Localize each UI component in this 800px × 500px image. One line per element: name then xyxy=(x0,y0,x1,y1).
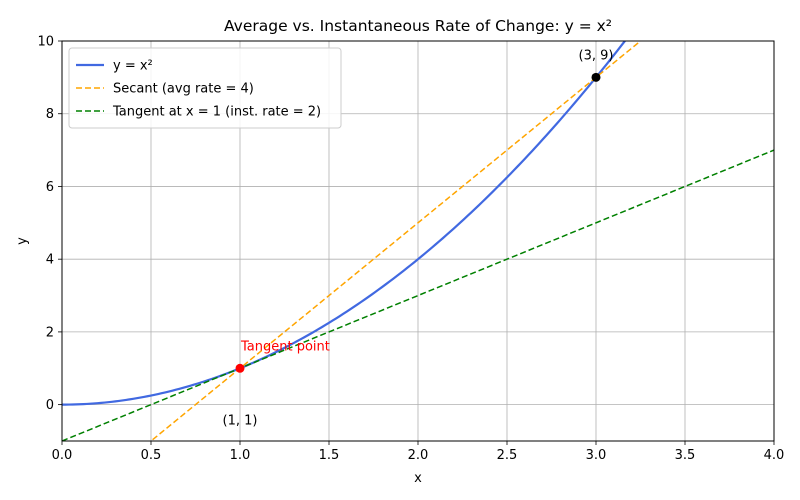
x-axis-label: x xyxy=(414,471,422,486)
point-label: (3, 9) xyxy=(579,48,614,63)
y-tick-label: 10 xyxy=(37,35,54,50)
legend-label: Tangent at x = 1 (inst. rate = 2) xyxy=(112,105,321,120)
y-tick-label: 4 xyxy=(46,253,54,268)
y-tick-label: 8 xyxy=(46,107,54,122)
x-tick-label: 0.5 xyxy=(141,448,162,463)
grid xyxy=(61,40,775,441)
plot-series xyxy=(62,41,774,441)
legend: y = x² Secant (avg rate = 4) Tangent at x … xyxy=(68,47,342,129)
x-tick-label: 3.5 xyxy=(675,448,696,463)
series-2 xyxy=(62,149,774,441)
x-axis-ticks: 0.0 0.5 1.0 1.5 2.0 2.5 3.0 3.5 4.0 xyxy=(52,441,785,463)
x-tick-label: 3.0 xyxy=(586,448,607,463)
point-marker xyxy=(235,363,245,373)
y-tick-label: 0 xyxy=(46,398,54,413)
series-1 xyxy=(149,41,642,441)
tangent-point-annotation: Tangent point xyxy=(240,339,330,354)
y-tick-label: 6 xyxy=(46,180,54,195)
chart-title: Average vs. Instantaneous Rate of Change… xyxy=(224,17,612,35)
legend-box xyxy=(68,47,342,129)
y-axis-label: y xyxy=(15,237,30,245)
x-tick-label: 1.5 xyxy=(319,448,340,463)
x-tick-label: 2.5 xyxy=(497,448,518,463)
data-points xyxy=(235,72,601,373)
point-label: (1, 1) xyxy=(223,413,258,428)
annotations: (1, 1) (3, 9) Tangent point xyxy=(223,48,614,428)
point-marker xyxy=(591,72,601,82)
series-0 xyxy=(62,41,627,406)
x-tick-label: 2.0 xyxy=(408,448,429,463)
x-tick-label: 1.0 xyxy=(230,448,251,463)
x-tick-label: 0.0 xyxy=(52,448,73,463)
legend-label: Secant (avg rate = 4) xyxy=(113,82,254,97)
y-axis-ticks: 0 2 4 6 8 10 xyxy=(37,35,62,413)
legend-label: y = x² xyxy=(113,59,153,74)
x-tick-label: 4.0 xyxy=(764,448,785,463)
y-tick-label: 2 xyxy=(46,325,54,340)
